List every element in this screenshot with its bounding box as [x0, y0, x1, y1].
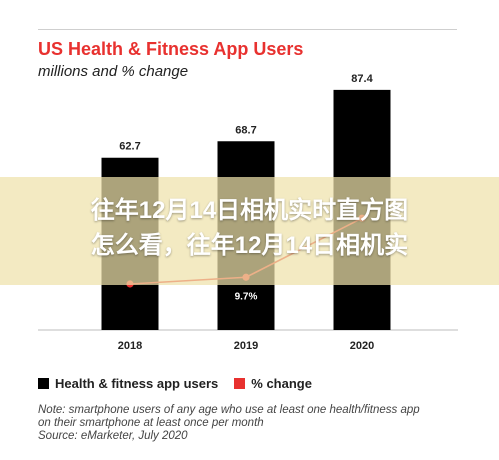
x-tick-label-2018: 2018 [118, 340, 142, 352]
bar-value-label-2019: 68.7 [235, 124, 256, 136]
note-line-1: Note: smartphone users of any age who us… [38, 404, 420, 416]
x-tick-label-2019: 2019 [234, 340, 258, 352]
chart-subtitle: millions and % change [38, 63, 189, 80]
bar-value-label-2018: 62.7 [119, 141, 140, 153]
overlay-line-1: 往年12月14日相机实时直方图 [90, 197, 409, 224]
legend-label-change: % change [251, 376, 312, 391]
legend-item-users: Health & fitness app users [38, 376, 218, 391]
legend-item-change: % change [234, 376, 312, 391]
legend-swatch-change [234, 378, 246, 389]
x-tick-label-2020: 2020 [350, 340, 374, 352]
chart-title: US Health & Fitness App Users [38, 39, 304, 59]
bar-value-label-2020: 87.4 [351, 73, 373, 85]
overlay-line-2: 怎么看，往年12月14日相机实 [90, 232, 409, 259]
change-label-2019: 9.7% [235, 291, 258, 302]
note-line-source: Source: eMarketer, July 2020 [38, 430, 188, 442]
overlay-banner-text: 往年12月14日相机实时直方图 怎么看，往年12月14日相机实 [0, 193, 499, 263]
note-line-2: on their smartphone at least once per mo… [38, 417, 264, 429]
legend-label-users: Health & fitness app users [55, 376, 219, 391]
top-divider [38, 29, 457, 30]
legend: Health & fitness app users % change [38, 376, 328, 391]
overlay-banner [0, 177, 499, 285]
legend-swatch-users [38, 378, 49, 389]
chart-note: Note: smartphone users of any age who us… [38, 404, 468, 443]
